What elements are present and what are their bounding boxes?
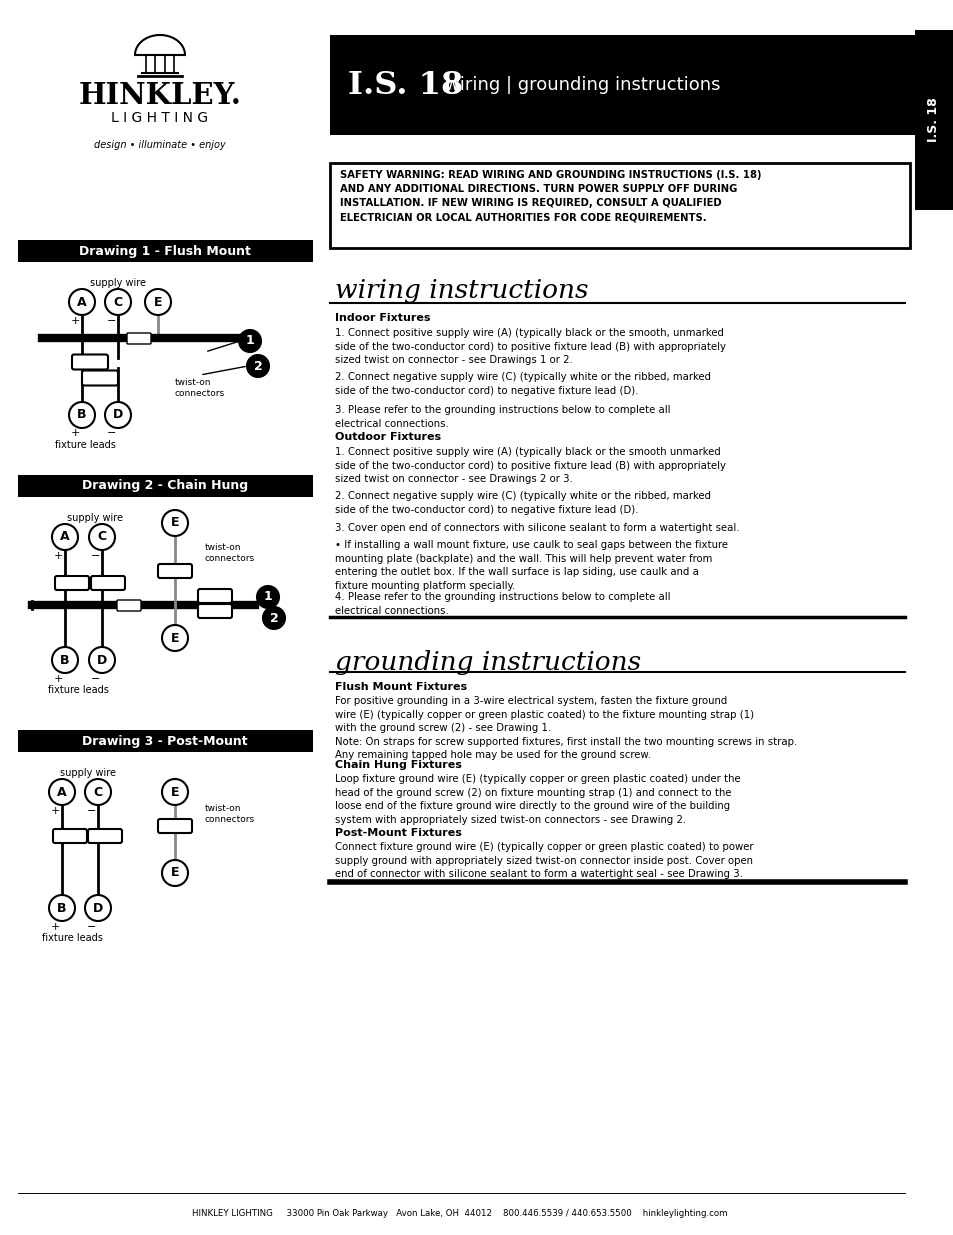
Bar — [18, 730, 313, 752]
Text: twist-on
connectors: twist-on connectors — [205, 804, 254, 824]
Text: fixture leads: fixture leads — [48, 685, 109, 695]
Text: wiring | grounding instructions: wiring | grounding instructions — [444, 77, 720, 94]
Text: 3. Cover open end of connectors with silicone sealant to form a watertight seal.: 3. Cover open end of connectors with sil… — [335, 522, 739, 534]
Circle shape — [89, 524, 115, 550]
Circle shape — [145, 289, 171, 315]
Circle shape — [52, 647, 78, 673]
FancyBboxPatch shape — [82, 370, 118, 385]
Circle shape — [85, 895, 111, 921]
Bar — [330, 35, 914, 135]
Text: B: B — [60, 653, 70, 667]
Text: +: + — [53, 674, 63, 684]
Circle shape — [52, 524, 78, 550]
Text: Post-Mount Fixtures: Post-Mount Fixtures — [335, 827, 461, 839]
FancyBboxPatch shape — [198, 604, 232, 618]
Text: E: E — [171, 785, 179, 799]
Circle shape — [105, 403, 131, 429]
Text: E: E — [171, 867, 179, 879]
Circle shape — [89, 647, 115, 673]
Circle shape — [247, 354, 269, 377]
Text: HINKLEY.: HINKLEY. — [78, 80, 241, 110]
Text: HINKLEY LIGHTING     33000 Pin Oak Parkway   Avon Lake, OH  44012    800.446.553: HINKLEY LIGHTING 33000 Pin Oak Parkway A… — [193, 1209, 727, 1218]
Circle shape — [162, 860, 188, 885]
Text: D: D — [92, 902, 103, 914]
Text: For positive grounding in a 3-wire electrical system, fasten the fixture ground
: For positive grounding in a 3-wire elect… — [335, 697, 797, 761]
Text: Outdoor Fixtures: Outdoor Fixtures — [335, 432, 440, 442]
Text: Flush Mount Fixtures: Flush Mount Fixtures — [335, 682, 467, 692]
FancyBboxPatch shape — [158, 564, 192, 578]
Bar — [330, 163, 909, 248]
Text: Connect fixture ground wire (E) (typically copper or green plastic coated) to po: Connect fixture ground wire (E) (typical… — [335, 842, 753, 879]
Text: SAFETY WARNING: READ WIRING AND GROUNDING INSTRUCTIONS (I.S. 18)
AND ANY ADDITIO: SAFETY WARNING: READ WIRING AND GROUNDIN… — [339, 170, 760, 222]
FancyBboxPatch shape — [158, 819, 192, 832]
Text: twist-on
connectors: twist-on connectors — [205, 543, 254, 563]
Text: 1: 1 — [263, 590, 273, 604]
Text: C: C — [97, 531, 107, 543]
FancyBboxPatch shape — [53, 829, 87, 844]
FancyBboxPatch shape — [71, 354, 108, 369]
Text: I.S. 18: I.S. 18 — [926, 98, 940, 142]
Circle shape — [105, 289, 131, 315]
Circle shape — [162, 779, 188, 805]
Text: wiring instructions: wiring instructions — [335, 278, 588, 303]
Circle shape — [263, 606, 285, 629]
Circle shape — [162, 625, 188, 651]
FancyBboxPatch shape — [127, 333, 151, 345]
Text: I.S. 18: I.S. 18 — [348, 69, 463, 100]
Text: L I G H T I N G: L I G H T I N G — [112, 111, 209, 125]
Text: Chain Hung Fixtures: Chain Hung Fixtures — [335, 760, 461, 769]
Text: 2: 2 — [253, 359, 262, 373]
FancyBboxPatch shape — [55, 576, 89, 590]
Circle shape — [162, 510, 188, 536]
Circle shape — [256, 585, 278, 608]
Text: fixture leads: fixture leads — [42, 932, 102, 944]
Text: 2. Connect negative supply wire (C) (typically white or the ribbed, marked
side : 2. Connect negative supply wire (C) (typ… — [335, 372, 710, 395]
FancyBboxPatch shape — [88, 829, 122, 844]
Text: E: E — [171, 631, 179, 645]
Text: Indoor Fixtures: Indoor Fixtures — [335, 312, 430, 324]
Text: fixture leads: fixture leads — [54, 440, 115, 450]
Text: +: + — [71, 316, 80, 326]
Text: +: + — [51, 923, 60, 932]
Text: supply wire: supply wire — [90, 278, 146, 288]
Text: supply wire: supply wire — [67, 513, 123, 522]
Text: Loop fixture ground wire (E) (typically copper or green plastic coated) under th: Loop fixture ground wire (E) (typically … — [335, 774, 740, 825]
Circle shape — [85, 779, 111, 805]
Text: Drawing 1 - Flush Mount: Drawing 1 - Flush Mount — [79, 245, 251, 258]
Bar — [18, 475, 313, 496]
Text: +: + — [51, 806, 60, 816]
Text: • If installing a wall mount fixture, use caulk to seal gaps between the fixture: • If installing a wall mount fixture, us… — [335, 540, 727, 590]
FancyBboxPatch shape — [117, 600, 141, 611]
Text: Drawing 3 - Post-Mount: Drawing 3 - Post-Mount — [82, 735, 248, 747]
Text: grounding instructions: grounding instructions — [335, 650, 640, 676]
Text: design • illuminate • enjoy: design • illuminate • enjoy — [94, 140, 226, 149]
Text: Drawing 2 - Chain Hung: Drawing 2 - Chain Hung — [82, 479, 248, 493]
Text: 1. Connect positive supply wire (A) (typically black or the smooth, unmarked
sid: 1. Connect positive supply wire (A) (typ… — [335, 329, 725, 366]
Text: B: B — [57, 902, 67, 914]
Text: D: D — [112, 409, 123, 421]
Bar — [18, 240, 313, 262]
Text: −: − — [88, 806, 96, 816]
Text: A: A — [77, 295, 87, 309]
Text: −: − — [88, 923, 96, 932]
Text: +: + — [53, 551, 63, 561]
Text: E: E — [153, 295, 162, 309]
FancyBboxPatch shape — [198, 589, 232, 603]
Text: B: B — [77, 409, 87, 421]
Circle shape — [49, 895, 75, 921]
Circle shape — [69, 403, 95, 429]
Text: supply wire: supply wire — [60, 768, 116, 778]
Text: −: − — [91, 674, 101, 684]
Text: −: − — [107, 429, 116, 438]
Circle shape — [69, 289, 95, 315]
Text: A: A — [60, 531, 70, 543]
Text: 1. Connect positive supply wire (A) (typically black or the smooth unmarked
side: 1. Connect positive supply wire (A) (typ… — [335, 447, 725, 484]
Circle shape — [239, 330, 261, 352]
Text: 1: 1 — [245, 335, 254, 347]
Text: 3. Please refer to the grounding instructions below to complete all
electrical c: 3. Please refer to the grounding instruc… — [335, 405, 670, 429]
Text: −: − — [91, 551, 101, 561]
Text: 2: 2 — [270, 611, 278, 625]
Text: 4. Please refer to the grounding instructions below to complete all
electrical c: 4. Please refer to the grounding instruc… — [335, 592, 670, 615]
Text: C: C — [93, 785, 103, 799]
Text: +: + — [71, 429, 80, 438]
